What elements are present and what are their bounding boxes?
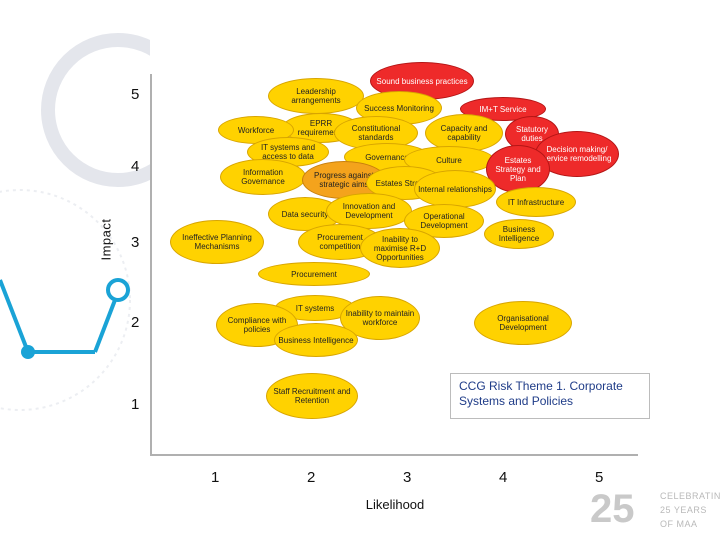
decorative-node <box>21 345 35 359</box>
y-tick-label: 5 <box>131 86 140 103</box>
anniversary-logo: 25 CELEBRATING 25 YEARS OF MAA <box>590 485 720 537</box>
chart-title: CCG Risk Theme 1. Corporate Systems and … <box>450 373 650 419</box>
y-tick-label: 3 <box>131 234 140 251</box>
y-tick-label: 4 <box>131 158 140 175</box>
risk-bubble: Decision making/ service remodelling <box>535 131 619 177</box>
x-axis-title: Likelihood <box>365 497 425 512</box>
risk-bubble: Staff Recruitment and Retention <box>266 373 358 419</box>
y-tick-label: 2 <box>131 314 140 331</box>
decorative-network-graphic <box>0 33 150 411</box>
risk-bubble: Business Intelligence <box>274 323 358 357</box>
y-axis-title: Impact <box>98 218 114 261</box>
risk-bubble: Information Governance <box>220 159 306 195</box>
x-tick-label: 5 <box>595 469 604 486</box>
risk-bubble: Organisational Development <box>474 301 572 345</box>
x-axis-line <box>150 454 638 456</box>
risk-bubble: Ineffective Planning Mechanisms <box>170 220 264 264</box>
logo-line: OF MAA <box>660 519 698 529</box>
y-tick-label: 1 <box>131 396 140 413</box>
logo-line: CELEBRATING <box>660 491 720 501</box>
x-tick-label: 4 <box>499 469 508 486</box>
risk-bubble: Procurement <box>258 262 370 286</box>
logo-number: 25 <box>590 487 635 531</box>
decorative-dotted-ring <box>0 189 131 411</box>
risk-bubble: IT Infrastructure <box>496 187 576 217</box>
decorative-ring <box>41 33 150 187</box>
decorative-node <box>106 278 130 302</box>
decorative-link-line <box>93 299 117 353</box>
decorative-link-line <box>0 279 30 353</box>
risk-bubble: Business Intelligence <box>484 219 554 249</box>
x-tick-label: 2 <box>307 469 316 486</box>
x-tick-label: 1 <box>211 469 220 486</box>
risk-bubble: Leadership arrangements <box>268 78 364 114</box>
risk-bubble: Internal relationships <box>414 170 496 208</box>
risk-bubble: Inability to maximise R+D Opportunities <box>360 228 440 268</box>
x-tick-label: 3 <box>403 469 412 486</box>
risk-bubble: Capacity and capability <box>425 114 503 152</box>
y-axis-line <box>150 74 152 456</box>
logo-line: 25 YEARS <box>660 505 707 515</box>
